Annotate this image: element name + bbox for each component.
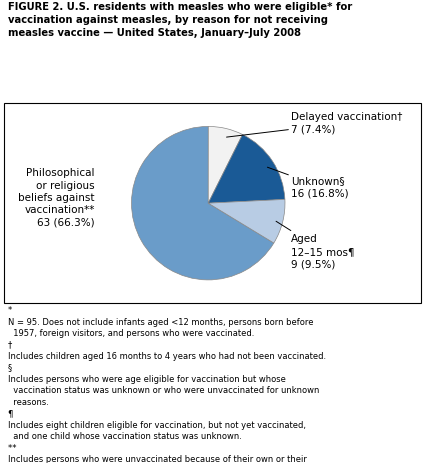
Text: FIGURE 2. U.S. residents with measles who were eligible* for
vaccination against: FIGURE 2. U.S. residents with measles wh… bbox=[8, 2, 353, 38]
Text: Delayed vaccination†
7 (7.4%): Delayed vaccination† 7 (7.4%) bbox=[227, 112, 402, 138]
Text: Aged
12–15 mos¶
9 (9.5%): Aged 12–15 mos¶ 9 (9.5%) bbox=[276, 222, 354, 269]
Wedge shape bbox=[131, 127, 274, 280]
Text: * 
N = 95. Does not include infants aged <12 months, persons born before
  1957,: * N = 95. Does not include infants aged … bbox=[8, 306, 327, 463]
Wedge shape bbox=[208, 135, 285, 204]
Text: Unknown§
16 (16.8%): Unknown§ 16 (16.8%) bbox=[267, 168, 349, 198]
Wedge shape bbox=[208, 200, 285, 244]
Text: Philosophical
or religious
beliefs against
vaccination**
63 (66.3%): Philosophical or religious beliefs again… bbox=[18, 168, 95, 227]
Wedge shape bbox=[208, 127, 243, 204]
